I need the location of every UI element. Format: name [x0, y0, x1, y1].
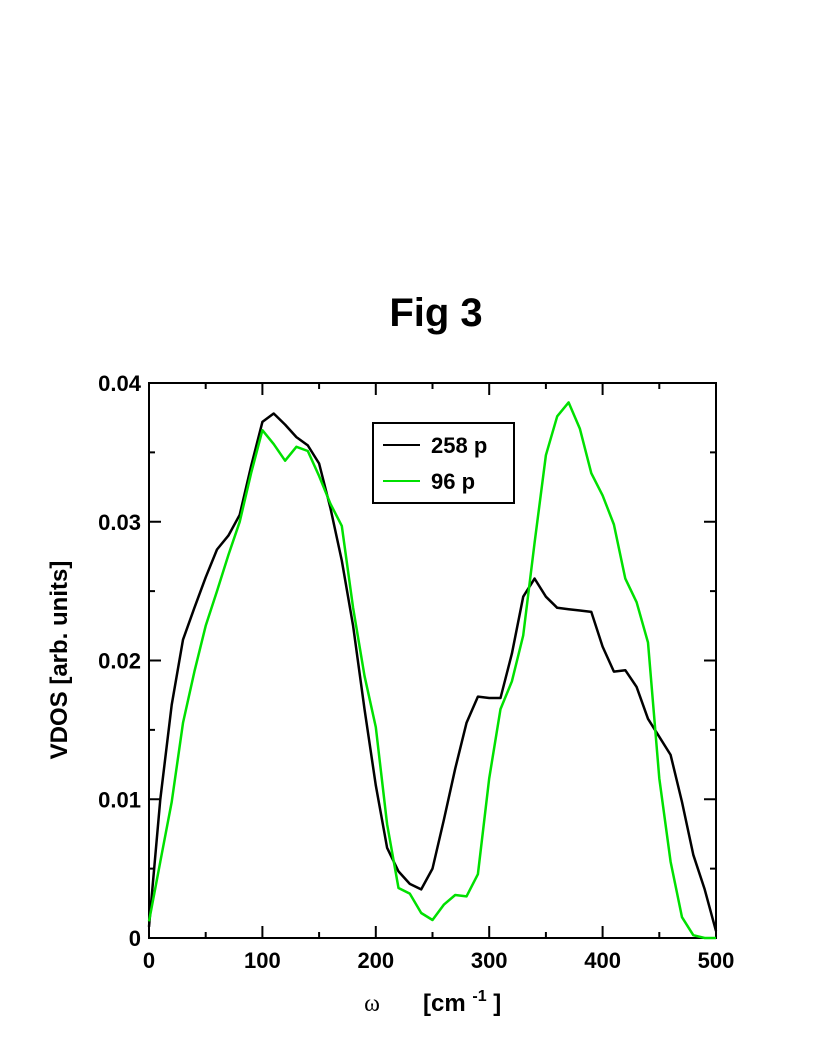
series-lines	[147, 401, 718, 940]
x-axis-label-exponent: -1	[472, 988, 486, 1005]
x-tick-label: 100	[244, 948, 281, 973]
y-tick-label: 0.01	[98, 787, 141, 812]
x-tick-label: 500	[698, 948, 735, 973]
x-tick-label: 400	[584, 948, 621, 973]
y-tick-label: 0.04	[98, 371, 142, 396]
x-tick-label: 300	[471, 948, 508, 973]
x-axis-label-unit: [cm -1 ]	[423, 980, 501, 1017]
x-axis-label-symbol: ω	[364, 991, 380, 1017]
x-axis-label-unit-close: ]	[493, 990, 501, 1017]
x-tick-label: 0	[143, 948, 155, 973]
chart-title: Fig 3	[389, 291, 482, 335]
series-line-258p	[147, 412, 718, 932]
y-tick-label: 0.02	[98, 649, 141, 674]
x-axis-label-unit-open: [cm	[423, 990, 466, 1017]
series-line-96p	[147, 401, 716, 940]
y-tick-label: 0.03	[98, 510, 141, 535]
y-tick-label: 0	[129, 926, 141, 951]
legend-box	[372, 422, 515, 504]
y-axis-label: VDOS [arb. units]	[46, 561, 73, 760]
x-axis-label: ω [cm -1 ]	[364, 980, 501, 1017]
x-tick-label: 200	[357, 948, 394, 973]
x-ticks: 0 100 200 300 400 500	[143, 383, 734, 973]
legend: 258 p 96 p	[372, 422, 515, 504]
legend-label-258p: 258 p	[431, 433, 487, 458]
y-ticks: 0 0.01 0.02 0.03 0.04	[98, 371, 716, 951]
legend-label-96p: 96 p	[431, 469, 475, 494]
